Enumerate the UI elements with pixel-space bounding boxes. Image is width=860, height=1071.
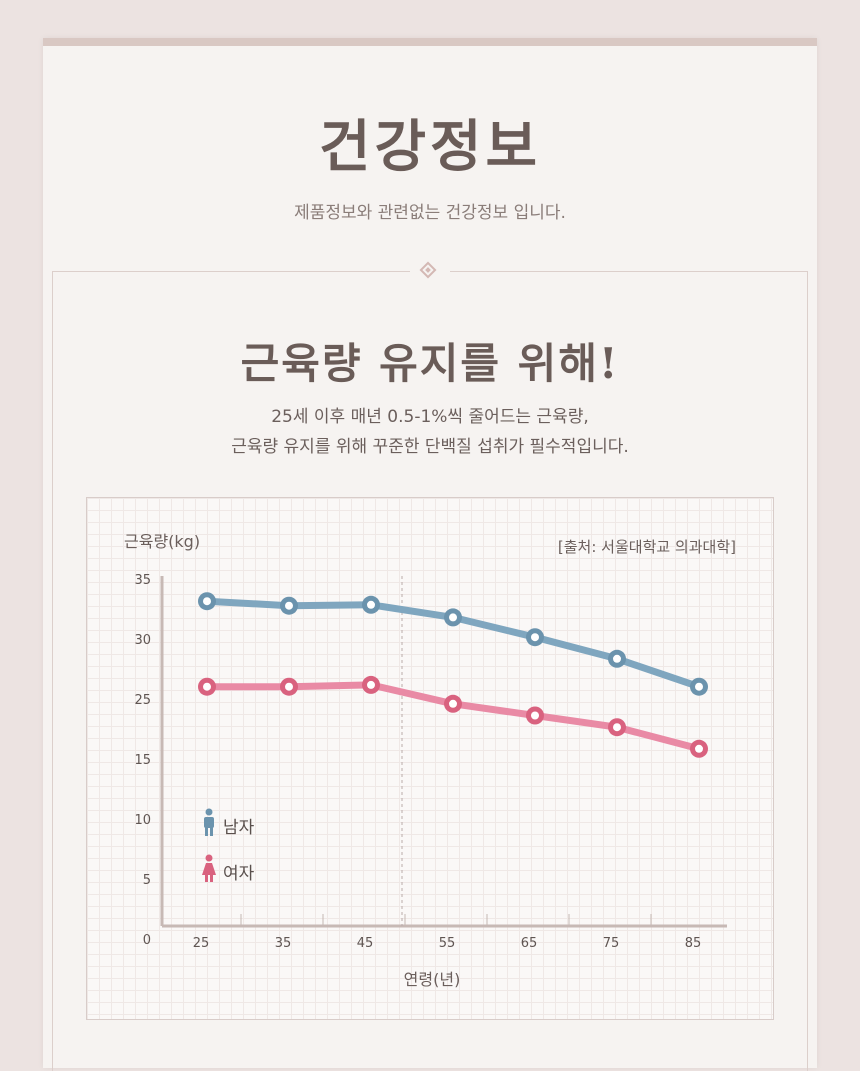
y-tick-label: 10 — [134, 813, 151, 828]
section-description-line1: 25세 이후 매년 0.5-1%씩 줄어드는 근육량, — [271, 407, 589, 427]
male-data-point-center — [531, 633, 539, 642]
male-data-point-center — [203, 597, 211, 606]
male-data-point-center — [613, 654, 621, 663]
muscle-mass-chart: 근육량(kg) [출처: 서울대학교 의과대학] 연령(년) 35 30 25 15 1… — [124, 532, 736, 989]
female-data-point-center — [613, 723, 621, 732]
female-data-point-center — [695, 744, 703, 753]
page-title: 건강정보 — [318, 114, 542, 180]
female-data-point-center — [203, 682, 211, 691]
y-tick-label: 25 — [134, 693, 151, 708]
x-tick-label: 55 — [439, 936, 456, 951]
section-description-line2: 근육량 유지를 위해 꾸준한 단백질 섭취가 필수적입니다. — [231, 437, 629, 457]
x-tick-label: 85 — [685, 936, 702, 951]
page-subtitle: 제품정보와 관련없는 건강정보 입니다. — [294, 203, 566, 223]
y-tick-label: 30 — [134, 633, 151, 648]
y-axis-label: 근육량(kg) — [124, 532, 200, 551]
y-tick-label: 35 — [134, 573, 151, 588]
x-axis-label: 연령(년) — [404, 970, 461, 989]
female-data-point-center — [285, 682, 293, 691]
female-data-point-center — [531, 711, 539, 720]
chart-container: 근육량(kg) [출처: 서울대학교 의과대학] 연령(년) 35 30 25 15 1… — [86, 497, 774, 1020]
male-data-point-center — [285, 601, 293, 610]
male-data-point-center — [367, 600, 375, 609]
male-figure-icon — [204, 808, 214, 836]
female-data-point-center — [449, 699, 457, 708]
male-data-point-center — [695, 682, 703, 691]
x-tick-label: 45 — [357, 936, 374, 951]
x-tick-label: 75 — [603, 936, 620, 951]
x-tick-label: 65 — [521, 936, 538, 951]
section-title: 근육량 유지를 위해! — [240, 339, 620, 388]
legend-label-female: 여자 — [223, 864, 255, 884]
frame-gap — [410, 262, 450, 282]
y-tick-label: 15 — [134, 753, 151, 768]
legend-label-male: 남자 — [223, 818, 255, 838]
chart-source: [출처: 서울대학교 의과대학] — [558, 538, 736, 556]
x-tick-label: 35 — [275, 936, 292, 951]
x-tick-label: 25 — [193, 936, 210, 951]
female-series-line — [203, 681, 703, 753]
y-tick-label: 0 — [143, 933, 151, 948]
female-figure-icon — [202, 854, 216, 882]
male-data-point-center — [449, 613, 457, 622]
y-tick-label: 5 — [143, 873, 151, 888]
female-data-point-center — [367, 680, 375, 689]
